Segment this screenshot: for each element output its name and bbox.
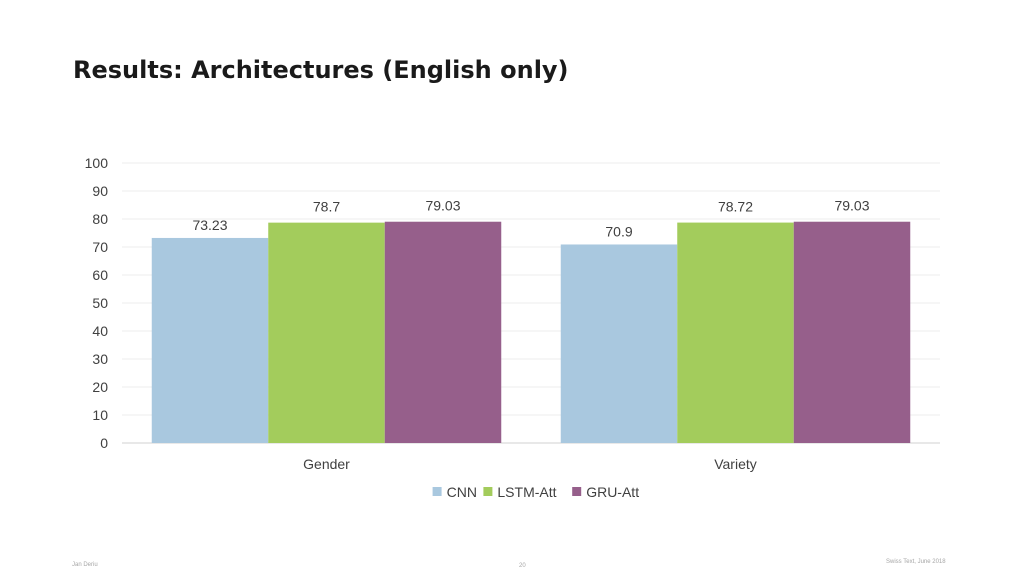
legend-label: GRU-Att bbox=[586, 484, 639, 500]
data-label: 78.72 bbox=[718, 199, 753, 215]
data-label: 73.23 bbox=[192, 217, 227, 233]
y-tick-label: 0 bbox=[100, 435, 108, 451]
data-label: 70.9 bbox=[605, 223, 632, 239]
bar-gru-att-gender bbox=[384, 221, 502, 443]
legend-label: CNN bbox=[447, 484, 477, 500]
x-category-label: Variety bbox=[714, 456, 757, 472]
legend-label: LSTM-Att bbox=[497, 484, 556, 500]
footer-author: Jan Deriu bbox=[72, 562, 98, 568]
y-tick-label: 30 bbox=[92, 351, 108, 367]
legend-swatch bbox=[483, 487, 493, 496]
footer-event: Swiss Text, June 2018 bbox=[886, 559, 946, 565]
y-tick-label: 50 bbox=[92, 295, 108, 311]
legend-swatch bbox=[572, 487, 582, 496]
bar-cnn-gender bbox=[151, 237, 269, 443]
y-tick-label: 20 bbox=[92, 379, 108, 395]
y-tick-label: 70 bbox=[92, 239, 108, 255]
data-label: 79.03 bbox=[425, 198, 460, 214]
data-label: 79.03 bbox=[834, 198, 869, 214]
footer-page-number: 20 bbox=[519, 563, 526, 569]
bar-gru-att-variety bbox=[793, 221, 911, 443]
y-tick-label: 40 bbox=[92, 323, 108, 339]
y-tick-label: 10 bbox=[92, 407, 108, 423]
bar-lstm-att-variety bbox=[677, 222, 794, 443]
y-tick-label: 80 bbox=[92, 211, 108, 227]
slide-title: Results: Architectures (English only) bbox=[73, 56, 569, 84]
y-tick-label: 60 bbox=[92, 267, 108, 283]
y-tick-label: 100 bbox=[85, 155, 109, 171]
x-category-label: Gender bbox=[303, 456, 350, 472]
data-label: 78.7 bbox=[313, 199, 340, 215]
bar-lstm-att-gender bbox=[268, 222, 385, 443]
legend-swatch bbox=[432, 487, 442, 496]
y-tick-label: 90 bbox=[92, 183, 108, 199]
bar-cnn-variety bbox=[560, 244, 678, 443]
